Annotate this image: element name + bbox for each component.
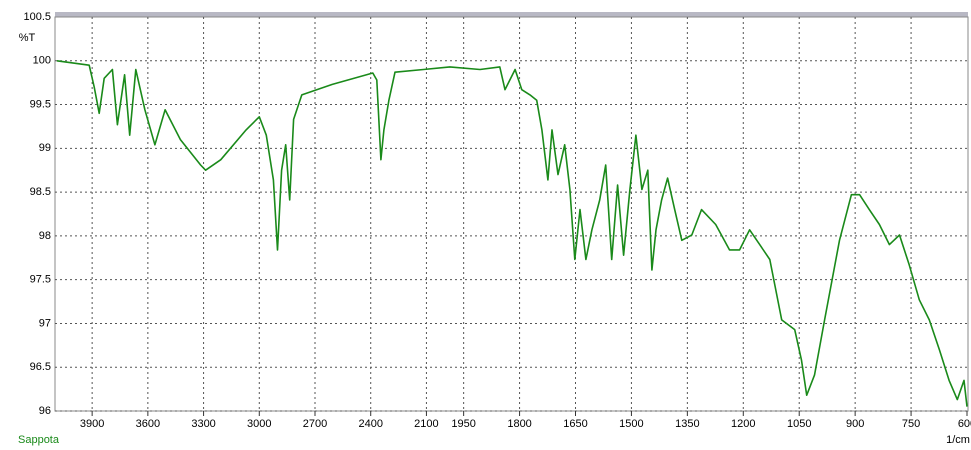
y-tick-label: 98.5 <box>30 186 51 198</box>
x-tick-label: 600 <box>958 418 971 430</box>
legend-entry: Sappota <box>18 434 60 446</box>
x-tick-label: 3600 <box>136 418 160 430</box>
top-bar <box>55 12 968 17</box>
x-tick-label: 1350 <box>675 418 699 430</box>
x-tick-label: 2700 <box>303 418 327 430</box>
y-tick-label: 97 <box>39 317 51 329</box>
x-tick-label: 3000 <box>247 418 271 430</box>
x-tick-label: 3900 <box>80 418 104 430</box>
y-tick-label: 99.5 <box>30 98 51 110</box>
x-tick-label: 1800 <box>507 418 531 430</box>
spectrum-line <box>56 60 968 407</box>
x-tick-label: 750 <box>902 418 920 430</box>
x-tick-label: 1500 <box>619 418 643 430</box>
x-tick-label: 1950 <box>451 418 475 430</box>
x-tick-label: 2400 <box>358 418 382 430</box>
y-tick-label: 96 <box>39 405 51 417</box>
y-tick-label: 98 <box>39 230 51 242</box>
x-tick-label: 2100 <box>414 418 438 430</box>
y-tick-label: 99 <box>39 142 51 154</box>
x-tick-label: 1050 <box>787 418 811 430</box>
x-tick-label: 1200 <box>731 418 755 430</box>
x-tick-label: 900 <box>846 418 864 430</box>
y-tick-label: 100 <box>33 55 51 67</box>
y-tick-label: 97.5 <box>30 274 51 286</box>
x-axis-label: 1/cm <box>946 434 970 446</box>
y-tick-label: 100.5 <box>23 11 51 23</box>
y-axis-label: %T <box>19 32 36 44</box>
x-tick-label: 1650 <box>563 418 587 430</box>
y-tick-label: 96.5 <box>30 361 51 373</box>
plot-area <box>54 16 969 412</box>
x-tick-label: 3300 <box>191 418 215 430</box>
